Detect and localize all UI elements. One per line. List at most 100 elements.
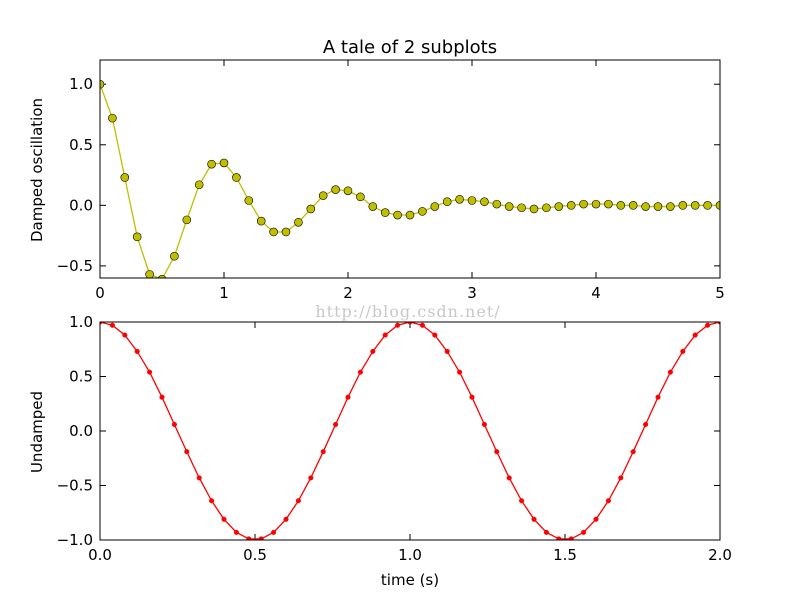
data-point-damped bbox=[343, 186, 353, 196]
data-point-undamped bbox=[283, 516, 289, 522]
data-point-damped bbox=[579, 199, 588, 209]
x-tick-label: 5 bbox=[715, 284, 725, 302]
subplot-undamped: Undamped time (s) 0.0 0.5 1.0 1.5 2.01.00.50… bbox=[28, 313, 732, 589]
data-point-damped bbox=[418, 207, 427, 216]
data-point-damped bbox=[690, 201, 700, 210]
y-tick-label: 1.0 bbox=[69, 75, 93, 93]
data-point-damped bbox=[666, 202, 675, 211]
data-point-damped bbox=[244, 196, 254, 205]
plot-area-undamped bbox=[100, 322, 720, 540]
data-point-damped bbox=[318, 191, 328, 200]
data-point-damped bbox=[504, 202, 514, 211]
data-point-damped bbox=[480, 197, 489, 206]
data-point-damped bbox=[641, 202, 650, 211]
data-point-undamped bbox=[320, 449, 326, 455]
y-tick-label: −0.5 bbox=[57, 257, 93, 275]
data-point-damped bbox=[405, 210, 415, 220]
data-point-undamped bbox=[147, 369, 153, 375]
data-point-damped bbox=[232, 173, 241, 182]
y-tick-label: 0.0 bbox=[69, 196, 93, 214]
data-point-damped bbox=[703, 201, 712, 210]
x-tick-label: 4 bbox=[591, 284, 601, 302]
data-point-undamped bbox=[494, 449, 500, 455]
data-point-damped bbox=[132, 232, 142, 242]
data-point-damped bbox=[467, 196, 477, 205]
data-point-damped bbox=[430, 202, 440, 211]
y-tick-label: −1.0 bbox=[57, 531, 93, 549]
data-point-undamped bbox=[581, 529, 587, 535]
x-tick-label: 0 bbox=[95, 284, 105, 302]
data-point-undamped bbox=[382, 332, 388, 338]
data-point-damped bbox=[566, 201, 576, 210]
data-point-damped bbox=[120, 173, 130, 182]
x-tick-label: 1.0 bbox=[398, 546, 422, 564]
subplot-damped: A tale of 2 subplots Damped oscillation … bbox=[28, 37, 725, 302]
data-point-undamped bbox=[655, 394, 661, 400]
data-point-undamped bbox=[357, 369, 363, 375]
chart-title: A tale of 2 subplots bbox=[323, 37, 497, 58]
data-point-undamped bbox=[618, 475, 624, 481]
series-line-undamped bbox=[100, 322, 720, 540]
data-point-undamped bbox=[184, 449, 190, 455]
data-point-damped bbox=[529, 204, 539, 214]
data-point-damped bbox=[517, 203, 526, 213]
data-point-undamped bbox=[221, 516, 227, 522]
data-point-damped bbox=[306, 204, 316, 214]
data-point-damped bbox=[256, 216, 266, 226]
data-point-damped bbox=[219, 158, 229, 168]
data-point-undamped bbox=[531, 516, 537, 522]
plot-area-damped bbox=[100, 79, 720, 278]
x-axis-label-time: time (s) bbox=[381, 571, 439, 589]
data-point-undamped bbox=[543, 529, 549, 535]
data-point-damped bbox=[145, 270, 154, 278]
tick-group-damped: 0 1 2 3 4 5 1.0 0.5 0.0 −0.5 bbox=[57, 60, 725, 302]
data-point-damped bbox=[542, 203, 551, 213]
data-point-damped bbox=[170, 251, 179, 261]
data-point-damped bbox=[269, 227, 278, 237]
x-tick-label: 3 bbox=[467, 284, 477, 302]
data-point-undamped bbox=[122, 332, 128, 338]
watermark: http://blog.csdn.net/ bbox=[315, 302, 500, 321]
data-point-damped bbox=[554, 202, 564, 211]
data-point-undamped bbox=[109, 322, 115, 328]
data-point-damped bbox=[182, 215, 192, 225]
data-point-damped bbox=[455, 194, 464, 204]
data-point-undamped bbox=[481, 421, 487, 428]
data-point-damped bbox=[442, 197, 452, 206]
y-axis-label-undamped: Undamped bbox=[28, 391, 46, 473]
data-point-damped bbox=[108, 113, 117, 123]
data-point-damped bbox=[207, 159, 216, 169]
data-point-undamped bbox=[630, 449, 636, 455]
data-point-damped bbox=[157, 274, 167, 278]
data-point-damped bbox=[356, 192, 365, 202]
y-tick-label: 1.0 bbox=[69, 313, 93, 331]
x-tick-label: 1.5 bbox=[553, 546, 577, 564]
x-tick-label: 2 bbox=[343, 284, 353, 302]
y-tick-label: −0.5 bbox=[57, 477, 93, 495]
data-point-undamped bbox=[667, 369, 673, 375]
data-point-damped bbox=[604, 199, 613, 209]
data-point-undamped bbox=[568, 536, 574, 540]
data-point-undamped bbox=[419, 322, 425, 328]
data-point-undamped bbox=[705, 322, 711, 328]
data-point-undamped bbox=[519, 498, 525, 504]
data-point-undamped bbox=[444, 348, 450, 354]
y-tick-label: 0.5 bbox=[69, 368, 93, 386]
axes-frame-undamped bbox=[99, 321, 721, 541]
data-point-undamped bbox=[159, 394, 165, 400]
data-point-damped bbox=[715, 201, 720, 210]
data-point-undamped bbox=[345, 394, 351, 400]
y-tick-label: 0.0 bbox=[69, 422, 93, 440]
data-point-undamped bbox=[134, 348, 140, 354]
data-point-damped bbox=[616, 201, 626, 210]
axes-frame-damped bbox=[99, 59, 721, 279]
y-tick-label: 0.5 bbox=[69, 136, 93, 154]
data-point-damped bbox=[194, 180, 204, 190]
data-point-undamped bbox=[233, 529, 239, 535]
data-point-undamped bbox=[333, 421, 339, 428]
data-point-undamped bbox=[271, 529, 277, 535]
data-point-undamped bbox=[295, 498, 301, 504]
series-line-damped bbox=[100, 83, 720, 278]
data-point-damped bbox=[393, 210, 402, 220]
